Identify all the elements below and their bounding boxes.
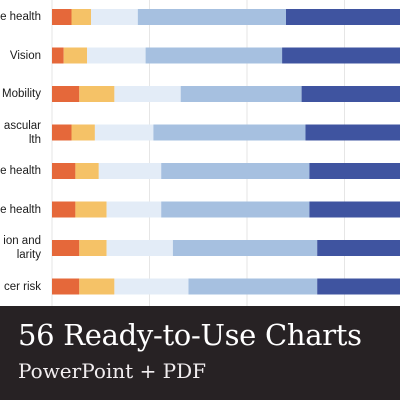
category-label: ascular lth	[3, 119, 41, 146]
bar-segment	[79, 278, 115, 295]
bar-segment	[52, 201, 76, 218]
bar-segment	[52, 9, 72, 25]
bar-segment	[91, 9, 138, 25]
bar-segment	[145, 47, 283, 64]
bar-segment	[75, 163, 99, 179]
bar-segment	[63, 47, 88, 64]
bar-segment	[114, 86, 181, 102]
bar-segment	[71, 124, 95, 141]
bar-segment	[137, 9, 286, 25]
category-label: Vision	[9, 49, 41, 62]
category-label: Mobility	[2, 88, 41, 100]
bar-segment	[79, 86, 115, 102]
bar-segment	[188, 278, 318, 295]
bar-segment	[282, 47, 400, 64]
bar-segment	[52, 86, 80, 102]
category-label: e health	[0, 11, 41, 23]
category-label: cer risk	[3, 280, 41, 293]
category-label: e health	[0, 203, 41, 216]
bar-segment	[286, 9, 400, 25]
bar-segment	[153, 124, 306, 141]
bar-segment	[106, 201, 162, 218]
chart-area: e health Vision Mobility ascular lth e health…	[0, 0, 400, 306]
stacked-bar-chart	[51, 0, 400, 306]
bar-segment	[309, 201, 400, 218]
bar-segment	[79, 240, 107, 256]
bar-segment	[94, 124, 154, 141]
bar-segment	[75, 201, 107, 218]
category-label: ion and larity	[3, 235, 41, 261]
promo-banner: 56 Ready-to-Use Charts PowerPoint + PDF	[0, 306, 400, 400]
bar-segment	[317, 278, 400, 295]
bar-segment	[161, 201, 310, 218]
bar-segment	[87, 47, 146, 64]
bar-segment	[106, 240, 173, 256]
bar-segment	[52, 278, 80, 295]
bar-segment	[71, 9, 91, 25]
bar-segment	[52, 47, 64, 64]
bar-segment	[172, 240, 318, 256]
bar-segment	[161, 163, 310, 179]
bar-segment	[317, 240, 400, 256]
bar-segment	[309, 163, 400, 179]
category-label: e health	[0, 165, 41, 177]
bar-segment	[305, 124, 400, 141]
bar-segment	[180, 86, 302, 102]
bar-segment	[114, 278, 189, 295]
banner-title: 56 Ready-to-Use Charts	[18, 318, 362, 352]
banner-subtitle: PowerPoint + PDF	[18, 359, 207, 383]
bar-segment	[52, 124, 72, 141]
bar-segment	[52, 240, 80, 256]
bar-segment	[98, 163, 162, 179]
bar-segment	[52, 163, 76, 179]
bar-segment	[301, 86, 400, 102]
